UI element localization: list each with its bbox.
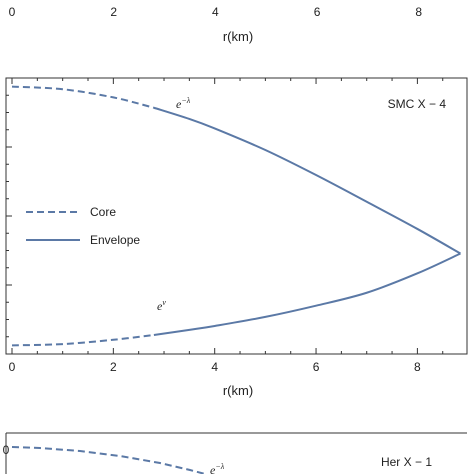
main-ticks xyxy=(6,77,444,355)
legend-core-label: Core xyxy=(90,205,116,219)
series-0-core-line xyxy=(11,85,155,109)
annotation-e-nu: eν xyxy=(157,298,166,313)
top-x-axis-title: r(km) xyxy=(223,29,253,44)
top-x-tick-label: 4 xyxy=(212,5,219,19)
top-panel-fragment: 0 2 4 6 8 r(km) xyxy=(9,5,423,44)
main-x-tick-label: 0 xyxy=(9,360,16,374)
series-1-core-line xyxy=(11,334,155,347)
plot-frame xyxy=(5,77,468,355)
main-x-tick-labels: 0 2 4 6 8 xyxy=(9,360,421,374)
annotation-e-lambda: e−λ xyxy=(176,96,191,111)
bottom-e-lambda-curve xyxy=(11,446,206,474)
bottom-panel-label: Her X − 1 xyxy=(381,455,432,469)
main-x-axis-title: r(km) xyxy=(223,383,253,398)
main-x-tick-label: 4 xyxy=(211,360,218,374)
top-x-tick-label: 8 xyxy=(415,5,422,19)
series-1-envelope-line xyxy=(153,252,461,337)
top-x-tick-labels: 0 2 4 6 8 xyxy=(9,5,423,19)
annotation-e-lambda-base: e xyxy=(176,97,182,111)
bottom-annotation-sup: −λ xyxy=(215,462,224,471)
bottom-y-tick-label: 0 xyxy=(3,443,10,457)
annotation-e-nu-sup: ν xyxy=(162,298,166,307)
top-x-tick-label: 2 xyxy=(110,5,117,19)
legend-envelope-label: Envelope xyxy=(90,233,140,247)
bottom-annotation-e-lambda: e−λ xyxy=(210,462,225,474)
annotation-e-lambda-sup: −λ xyxy=(181,96,190,105)
series-0-envelope-line xyxy=(153,106,461,255)
top-x-tick-label: 0 xyxy=(9,5,16,19)
legend: Core Envelope xyxy=(26,205,140,247)
annotation-e-nu-base: e xyxy=(157,299,163,313)
panel-label-smc: SMC X − 4 xyxy=(388,97,447,111)
top-x-tick-label: 6 xyxy=(314,5,321,19)
main-x-tick-label: 2 xyxy=(110,360,117,374)
main-x-tick-label: 6 xyxy=(313,360,320,374)
bottom-panel-fragment: 0 e−λ Her X − 1 xyxy=(3,432,467,474)
main-curves xyxy=(11,85,461,347)
main-x-tick-label: 8 xyxy=(414,360,421,374)
bottom-annotation-base: e xyxy=(210,463,216,474)
